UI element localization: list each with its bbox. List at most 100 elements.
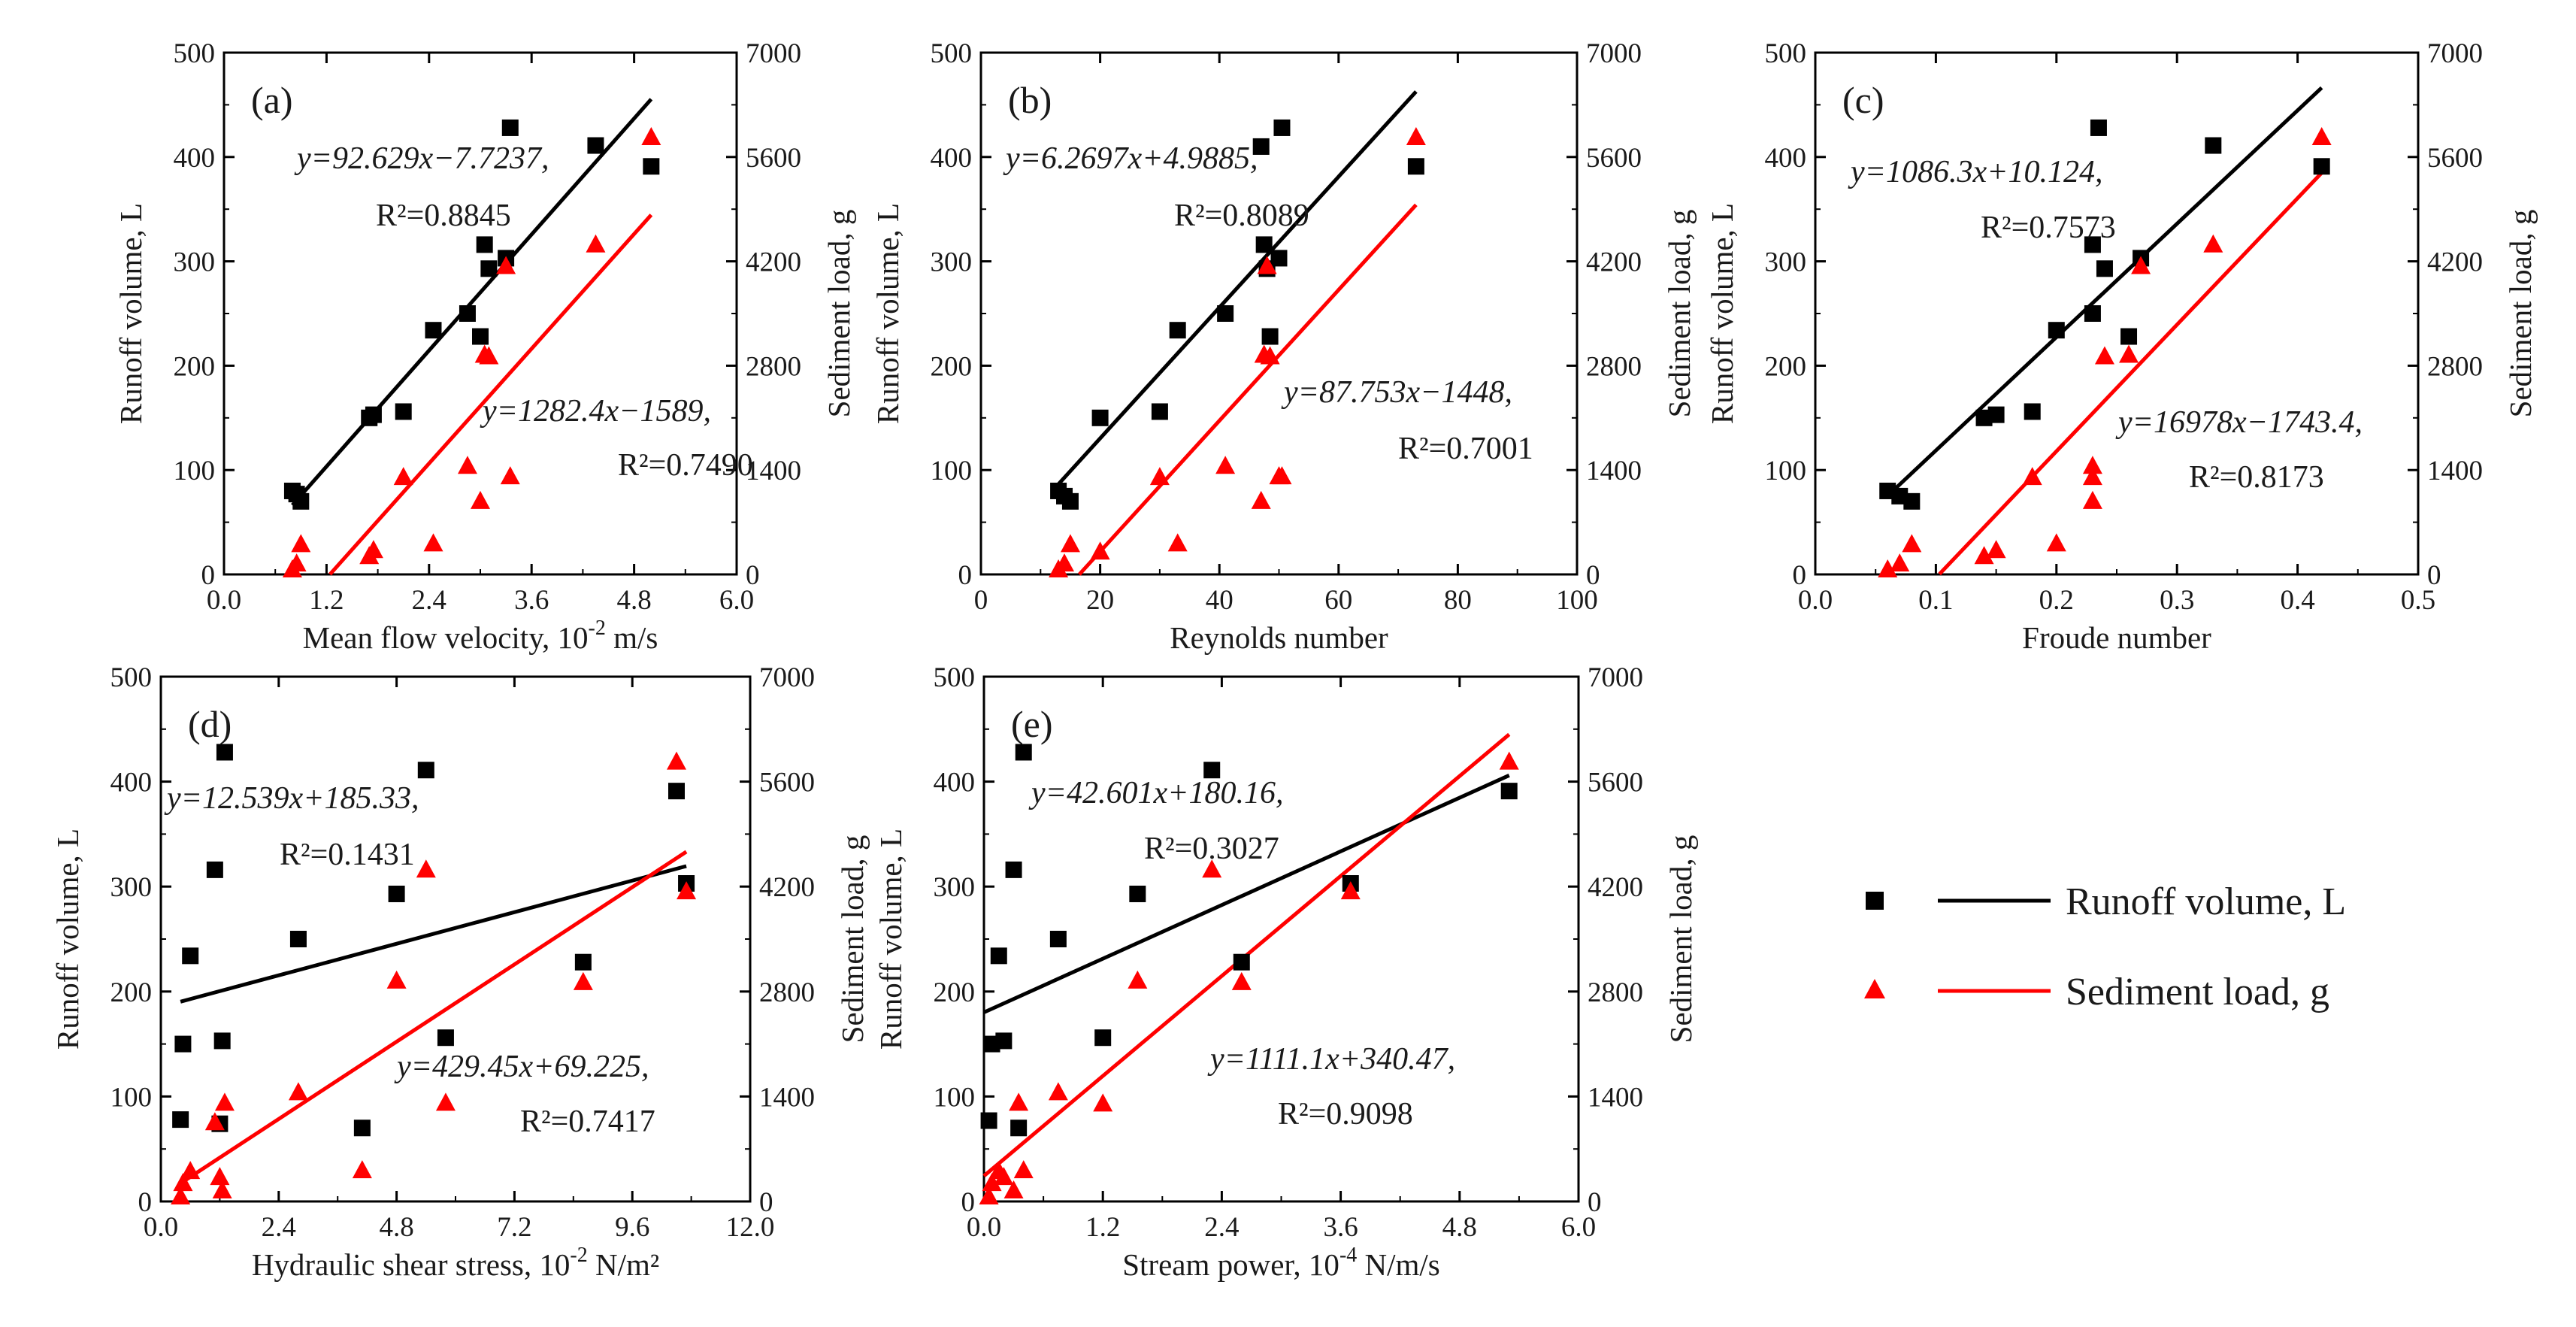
chart-panel-e: 0.0 1.2 2.4 3.6 4.8 6.00100200300400500014002… (873, 662, 1698, 1282)
sediment-point (1149, 467, 1170, 486)
runoff-point (1500, 783, 1518, 800)
y-tick-label: 400 (174, 143, 216, 174)
y-tick-label: 300 (110, 872, 153, 903)
y2-tick-label: 5600 (1588, 768, 1643, 798)
sediment-point (1890, 553, 1910, 572)
sediment-point (423, 533, 443, 552)
sediment-point (393, 467, 413, 486)
runoff-point (2096, 260, 2113, 277)
x-tick-label: 9.6 (615, 1212, 649, 1243)
runoff-point (1151, 403, 1168, 420)
x-tick-label: 3.6 (1323, 1212, 1358, 1243)
y-tick-label: 200 (1765, 351, 1807, 382)
sediment-point (286, 553, 307, 572)
y2-tick-label: 5600 (2427, 143, 2483, 174)
y2-tick-label: 4200 (2427, 247, 2483, 278)
sediment-point (288, 1082, 308, 1101)
runoff-point (437, 1029, 454, 1047)
runoff-point (395, 403, 412, 420)
sediment-point (1260, 346, 1280, 365)
runoff-point (1270, 250, 1288, 267)
sediment-point (1215, 456, 1236, 474)
sediment-fit-r2: R²=0.8173 (2189, 460, 2324, 495)
runoff-point (1169, 322, 1186, 339)
y-tick-label: 400 (110, 768, 153, 798)
y-tick-label: 200 (931, 351, 973, 382)
y-tick-label: 100 (1765, 456, 1807, 486)
y-tick-label: 500 (110, 662, 153, 693)
sediment-point (1202, 859, 1222, 878)
runoff-point (476, 236, 493, 253)
y-tick-label: 300 (1765, 247, 1807, 278)
y-axis-label: Runoff volume, L (114, 203, 148, 424)
runoff-point (501, 119, 519, 136)
sediment-point (1090, 541, 1110, 560)
y-axis-label: Runoff volume, L (870, 203, 905, 424)
x-axis-label-main: Hydraulic shear stress, 10 (252, 1247, 571, 1282)
y-axis-label: Runoff volume, L (50, 829, 85, 1050)
chart-panel-a: 0.0 1.2 2.4 3.6 4.8 6.00100200300400500014002… (114, 38, 856, 655)
x-tick-label: 0 (974, 585, 988, 616)
legend-sediment-marker (1864, 979, 1885, 998)
sediment-point (1406, 127, 1426, 146)
y-tick-label: 500 (931, 38, 973, 69)
sediment-point (677, 881, 697, 900)
y-tick-label: 400 (931, 143, 973, 174)
sediment-point (2131, 256, 2151, 274)
runoff-point (574, 953, 592, 971)
x-tick-label: 0.0 (207, 585, 241, 616)
sediment-point (1003, 1180, 1024, 1199)
x-tick-label: 0.2 (2039, 585, 2074, 616)
runoff-fit-equation: y=12.539x+185.33, (164, 781, 419, 816)
x-axis-label: Mean flow velocity, 10-2 m/s (303, 617, 658, 655)
sediment-point (171, 1186, 191, 1205)
sediment-fit-r2: R²=0.7417 (520, 1104, 655, 1139)
runoff-point (1129, 885, 1146, 902)
y2-tick-label: 1400 (1586, 456, 1642, 486)
y2-tick-label: 2800 (746, 351, 801, 382)
runoff-point (1010, 1119, 1028, 1137)
sediment-point (2082, 490, 2102, 509)
sediment-point (979, 1186, 999, 1205)
x-tick-label: 0.0 (967, 1212, 1001, 1243)
sediment-point (2094, 346, 2114, 365)
x-axis-label-main: Reynolds number (1170, 620, 1388, 655)
runoff-fit-line (982, 774, 1510, 1014)
runoff-point (643, 158, 660, 175)
runoff-point (2090, 119, 2107, 136)
runoff-point (2084, 236, 2101, 253)
sediment-point (586, 234, 606, 253)
runoff-point (2120, 328, 2138, 345)
sediment-point (1986, 540, 2006, 559)
runoff-point (1273, 119, 1291, 136)
sediment-point (1251, 490, 1271, 509)
chart-panel-d: 0.0 2.4 4.8 7.2 9.6 12.0010020030040050001400… (50, 662, 870, 1282)
y2-tick-label: 2800 (2427, 351, 2483, 382)
x-tick-label: 60 (1324, 585, 1352, 616)
y-tick-label: 0 (961, 1187, 976, 1218)
runoff-point (289, 931, 307, 947)
runoff-point (388, 885, 405, 902)
y2-tick-label: 1400 (2427, 456, 2483, 486)
sediment-point (210, 1167, 230, 1186)
y-tick-label: 200 (110, 977, 153, 1008)
sediment-point (471, 490, 490, 509)
sediment-point (1257, 256, 1277, 274)
sediment-point (352, 1160, 372, 1179)
sediment-point (291, 534, 311, 553)
x-tick-label: 40 (1206, 585, 1234, 616)
y-axis-label: Runoff volume, L (1705, 203, 1739, 424)
y2-tick-label: 7000 (759, 662, 815, 693)
sediment-point (500, 466, 520, 485)
runoff-point (292, 492, 310, 510)
runoff-point (2024, 403, 2041, 420)
panel-label: (e) (1011, 703, 1053, 745)
sediment-point (1060, 534, 1080, 553)
runoff-point (365, 406, 382, 423)
x-tick-label: 4.8 (616, 585, 651, 616)
y-tick-label: 100 (174, 456, 216, 486)
y2-tick-label: 1400 (1588, 1082, 1643, 1113)
sediment-point (479, 346, 499, 365)
x-tick-label: 4.8 (379, 1212, 413, 1243)
